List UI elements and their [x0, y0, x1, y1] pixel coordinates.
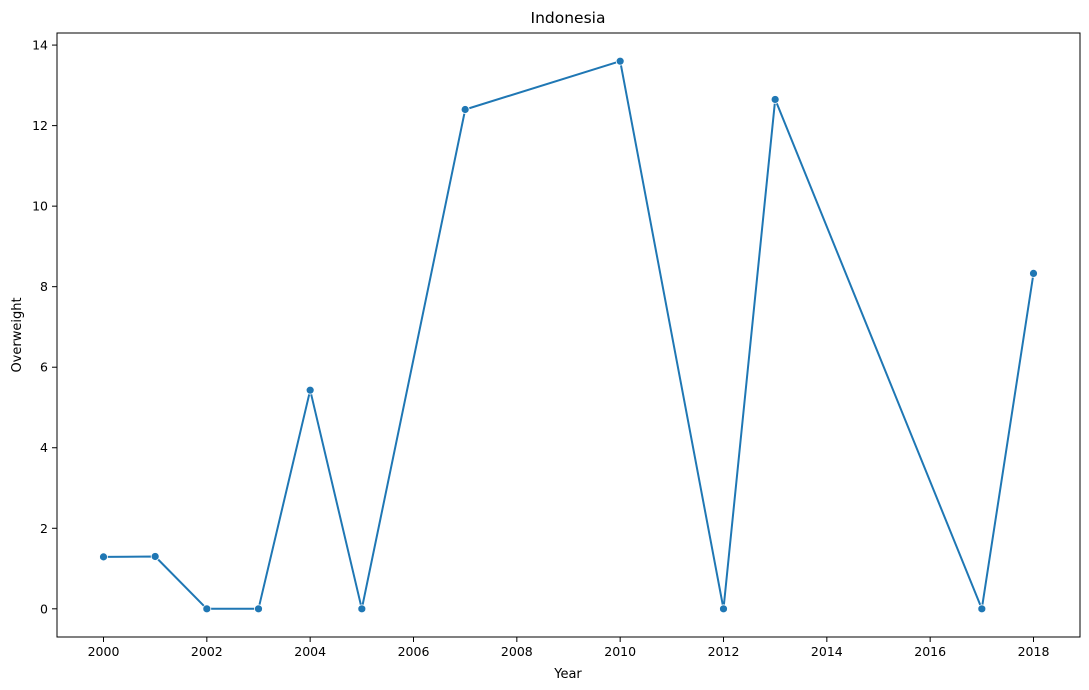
data-point [615, 56, 625, 66]
data-point [150, 552, 160, 561]
data-point [770, 95, 780, 104]
x-tick-label: 2006 [398, 644, 430, 659]
y-tick-label: 6 [40, 360, 48, 375]
x-tick-label: 2012 [708, 644, 740, 659]
x-axis-title: Year [553, 667, 582, 682]
x-tick-label: 2016 [914, 644, 946, 659]
x-tick-label: 2018 [1018, 644, 1050, 659]
x-tick-label: 2010 [604, 644, 636, 659]
data-point [99, 552, 108, 562]
data-point [719, 604, 728, 614]
data-point [305, 385, 315, 395]
y-tick-label: 0 [40, 601, 48, 616]
x-tick-label: 2004 [294, 644, 326, 659]
y-tick-label: 8 [40, 279, 48, 294]
x-tick-label: 2008 [501, 644, 533, 659]
series-line [103, 60, 1035, 610]
data-point [460, 105, 470, 114]
data-point [202, 604, 212, 614]
y-tick-label: 12 [32, 118, 48, 133]
x-tick-label: 2002 [191, 644, 223, 659]
data-point [357, 604, 367, 614]
x-tick-label: 2000 [88, 644, 120, 659]
data-point [1029, 268, 1038, 278]
y-tick-label: 4 [40, 440, 48, 455]
ticks: 2000 2002 2004 2006 2008 2010 2012 2014 2016 2018… [32, 38, 1049, 659]
chart-title: Indonesia [531, 9, 606, 27]
y-tick-label: 14 [32, 38, 48, 53]
y-tick-label: 10 [32, 199, 48, 214]
x-tick-label: 2014 [811, 644, 843, 659]
y-axis-title: Overweight [10, 297, 25, 372]
plot-frame [56, 32, 1081, 638]
y-tick-label: 2 [40, 521, 48, 536]
data-point [977, 604, 987, 614]
data-point [254, 604, 263, 614]
series [99, 56, 1038, 614]
